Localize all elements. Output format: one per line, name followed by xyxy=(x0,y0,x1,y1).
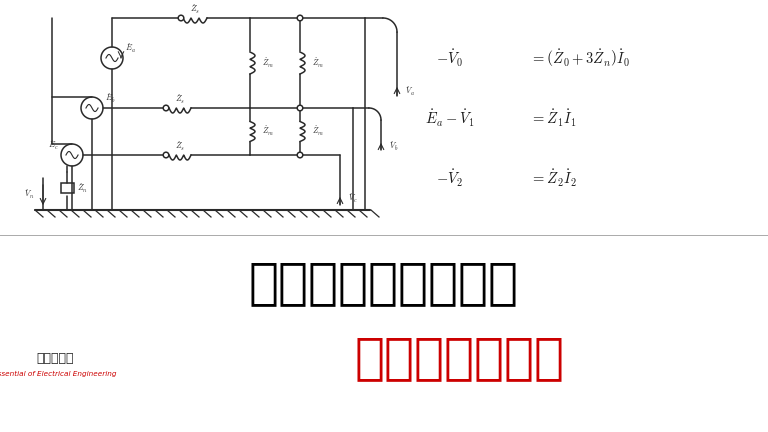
Text: $\dot{Z}_m$: $\dot{Z}_m$ xyxy=(312,56,324,70)
Text: 電気の神體: 電気の神體 xyxy=(36,352,74,365)
Bar xyxy=(61,183,74,193)
Text: $\dot{E}_c$: $\dot{E}_c$ xyxy=(48,138,59,152)
Circle shape xyxy=(163,105,169,111)
Text: $\dot{Z}_s$: $\dot{Z}_s$ xyxy=(175,139,185,152)
Text: $=\dot{Z}_2\dot{I}_2$: $=\dot{Z}_2\dot{I}_2$ xyxy=(530,168,577,188)
Text: $\dot{E}_a-\dot{V}_1$: $\dot{E}_a-\dot{V}_1$ xyxy=(425,108,475,128)
Circle shape xyxy=(163,152,169,158)
Circle shape xyxy=(297,152,303,158)
Text: $\dot{Z}_n$: $\dot{Z}_n$ xyxy=(77,181,88,195)
Text: $\dot{Z}_m$: $\dot{Z}_m$ xyxy=(262,125,274,138)
Text: 対称座標法における: 対称座標法における xyxy=(249,259,519,307)
Text: $\dot{V}_c$: $\dot{V}_c$ xyxy=(348,191,357,205)
Text: $-\dot{V}_0$: $-\dot{V}_0$ xyxy=(436,48,464,69)
Text: $\dot{Z}_m$: $\dot{Z}_m$ xyxy=(312,125,324,138)
Text: $\dot{V}_b$: $\dot{V}_b$ xyxy=(389,139,399,152)
Text: $-\dot{V}_2$: $-\dot{V}_2$ xyxy=(436,168,464,188)
Text: $=\dot{Z}_1\dot{I}_1$: $=\dot{Z}_1\dot{I}_1$ xyxy=(530,108,577,128)
Text: $\dot{E}_a$: $\dot{E}_a$ xyxy=(125,41,136,55)
Text: $\dot{Z}_m$: $\dot{Z}_m$ xyxy=(262,56,274,70)
Circle shape xyxy=(178,15,184,21)
Text: $\dot{E}_b$: $\dot{E}_b$ xyxy=(105,91,116,105)
Text: $\dot{V}_a$: $\dot{V}_a$ xyxy=(405,84,415,98)
Text: $\dot{Z}_s$: $\dot{Z}_s$ xyxy=(190,2,200,16)
Text: $\dot{V}_n$: $\dot{V}_n$ xyxy=(24,187,34,201)
Circle shape xyxy=(297,15,303,21)
Text: $\dot{Z}_s$: $\dot{Z}_s$ xyxy=(175,92,185,106)
Circle shape xyxy=(297,105,303,111)
Text: 発電機の基本式: 発電機の基本式 xyxy=(355,334,565,382)
Text: Essential of Electrical Engineering: Essential of Electrical Engineering xyxy=(0,371,117,377)
Text: $=\left(\dot{Z}_0+3\dot{Z}_n\right)\dot{I}_0$: $=\left(\dot{Z}_0+3\dot{Z}_n\right)\dot{… xyxy=(530,48,631,69)
